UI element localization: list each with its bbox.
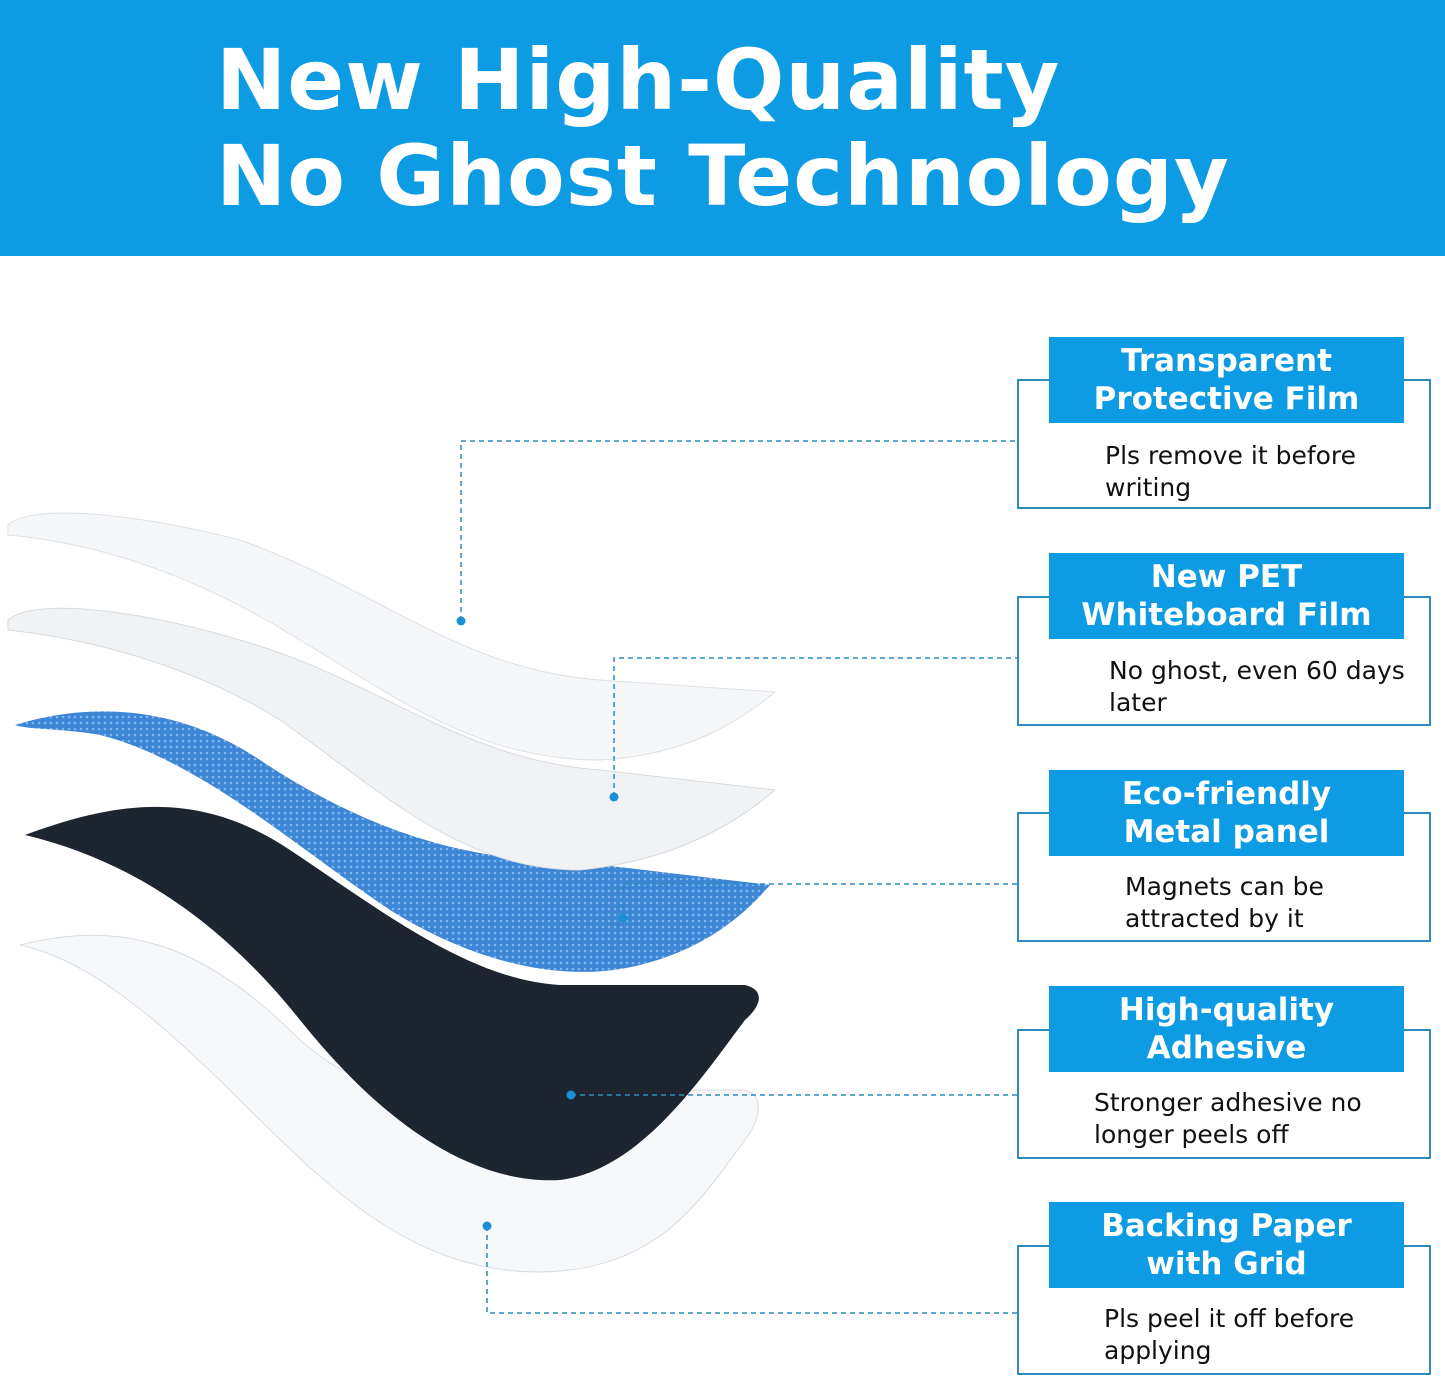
headline-line-2: No Ghost Technology — [216, 127, 1230, 225]
layer-title-line: Backing Paper — [1101, 1208, 1352, 1244]
layer-title-3: Eco-friendly Metal panel — [1049, 770, 1404, 856]
connector-5 — [486, 1226, 1017, 1314]
connector-dot-3 — [618, 913, 628, 923]
connector-dot-4 — [566, 1090, 576, 1100]
layer-title-line: Eco-friendly — [1121, 776, 1332, 812]
connector-dot-1 — [456, 616, 466, 626]
connector-1 — [460, 440, 1017, 621]
layer-desc-4: Stronger adhesive no longer peels off — [1094, 1088, 1362, 1149]
layer-title-line: Metal panel — [1123, 814, 1330, 850]
metal-panel-layer — [15, 711, 770, 972]
layer-title-2: New PET Whiteboard Film — [1049, 553, 1404, 639]
connector-2 — [613, 657, 1017, 797]
layer-title-line: Protective Film — [1093, 381, 1360, 417]
layer-desc-2: No ghost, even 60 days later — [1109, 656, 1405, 717]
layer-title-line: High-quality — [1118, 992, 1335, 1028]
layer-title-line: Transparent — [1121, 343, 1332, 379]
layer-desc-3: Magnets can be attracted by it — [1125, 872, 1324, 933]
layer-title-line: with Grid — [1146, 1246, 1307, 1282]
connector-dot-5 — [482, 1221, 492, 1231]
layer-desc-1: Pls remove it before writing — [1105, 441, 1357, 502]
layer-desc-5: Pls peel it off before applying — [1104, 1304, 1355, 1365]
header-banner — [0, 0, 1445, 256]
protective-film-layer — [7, 512, 777, 761]
adhesive-layer — [25, 806, 759, 1181]
layer-title-4: High-quality Adhesive — [1049, 986, 1404, 1072]
headline-line-1: New High-Quality — [216, 31, 1061, 129]
layer-title-line: Whiteboard Film — [1081, 597, 1372, 633]
connector-3 — [622, 883, 1017, 918]
pet-film-layer — [7, 607, 777, 871]
layer-title-5: Backing Paper with Grid — [1049, 1202, 1404, 1288]
connector-dot-2 — [609, 792, 619, 802]
layer-title-1: Transparent Protective Film — [1049, 337, 1404, 423]
layer-title-line: Adhesive — [1146, 1030, 1307, 1066]
layer-title-line: New PET — [1150, 559, 1303, 595]
